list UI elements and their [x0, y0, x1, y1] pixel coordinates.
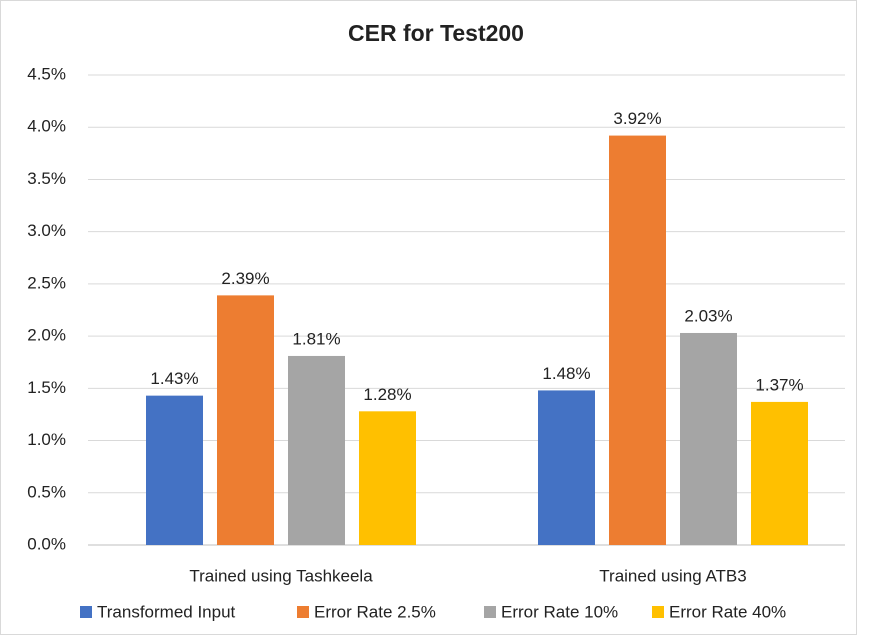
y-tick-label: 1.5%: [27, 378, 66, 397]
x-tick-label: Trained using ATB3: [599, 566, 746, 585]
data-label: 1.28%: [363, 385, 411, 404]
legend-label: Error Rate 2.5%: [314, 602, 436, 621]
bar: [217, 295, 274, 545]
data-label: 1.48%: [542, 364, 590, 383]
chart-title: CER for Test200: [348, 20, 524, 46]
x-tick-label: Trained using Tashkeela: [189, 566, 373, 585]
bar: [288, 355, 345, 545]
legend-swatch: [484, 606, 496, 618]
data-label: 2.03%: [684, 306, 732, 325]
legend-swatch: [80, 606, 92, 618]
y-tick-label: 3.0%: [27, 221, 66, 240]
y-tick-label: 4.0%: [27, 117, 66, 136]
data-label: 3.92%: [613, 109, 661, 128]
data-label: 2.39%: [221, 269, 269, 288]
y-tick-label: 0.5%: [27, 482, 66, 501]
data-label: 1.37%: [755, 375, 803, 394]
data-label: 1.43%: [150, 369, 198, 388]
y-tick-label: 1.0%: [27, 430, 66, 449]
y-tick-label: 3.5%: [27, 169, 66, 188]
y-tick-label: 2.5%: [27, 273, 66, 292]
legend-swatch: [652, 606, 664, 618]
bar: [751, 401, 808, 545]
bar: [538, 390, 595, 545]
legend-label: Transformed Input: [97, 602, 236, 621]
y-tick-label: 0.0%: [27, 534, 66, 553]
y-tick-label: 4.5%: [27, 64, 66, 83]
bar: [609, 135, 666, 546]
legend-label: Error Rate 40%: [669, 602, 786, 621]
bar: [680, 332, 737, 545]
bar: [146, 395, 203, 545]
data-label: 1.81%: [292, 329, 340, 348]
legend-label: Error Rate 10%: [501, 602, 618, 621]
legend-swatch: [297, 606, 309, 618]
y-tick-label: 2.0%: [27, 326, 66, 345]
bar: [359, 411, 416, 545]
